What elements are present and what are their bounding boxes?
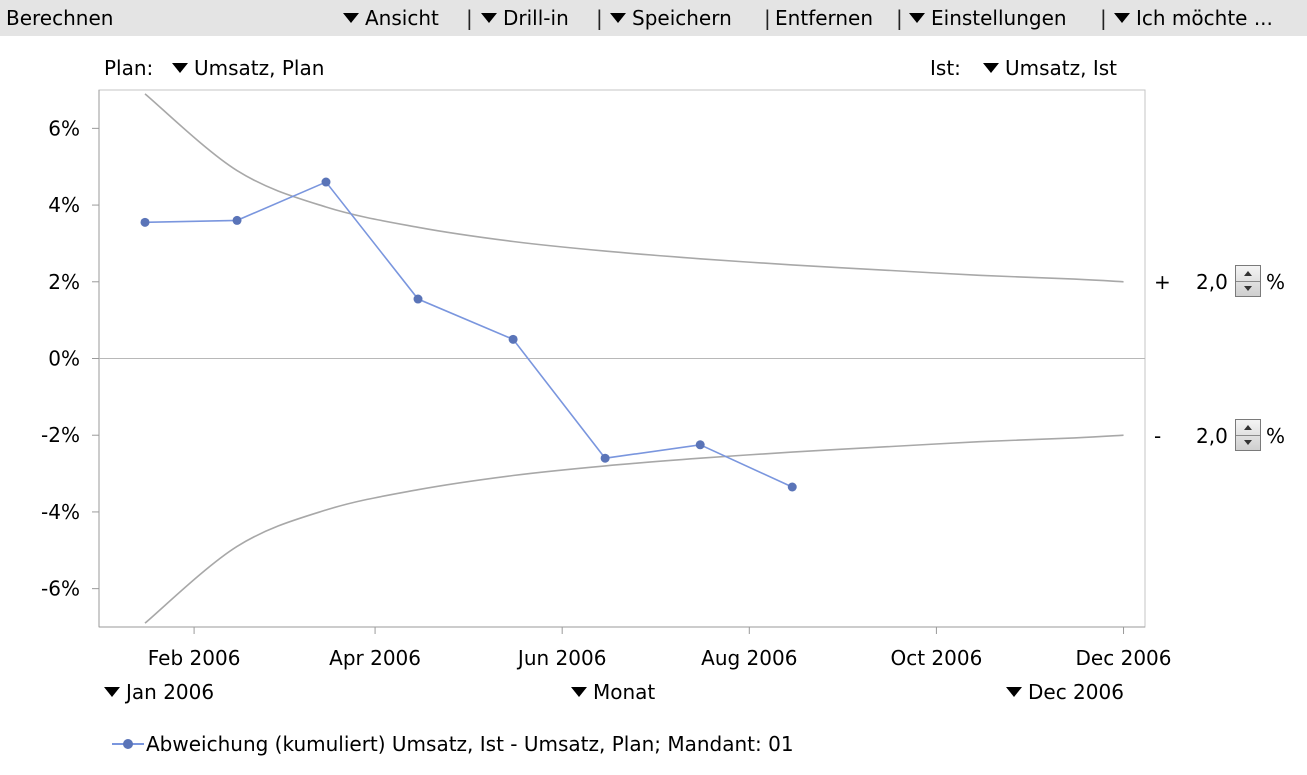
end-period-selector[interactable]: Dec 2006 [1006,680,1124,704]
series-point [695,440,705,450]
upper-tolerance-spinner[interactable] [1235,265,1261,297]
series-point [787,482,797,492]
dropdown-arrow-icon [172,62,188,73]
menu-speichern[interactable]: Speichern [610,6,732,30]
plan-label: Plan: [104,56,154,80]
series-line [144,181,793,488]
plan-selector[interactable]: Umsatz, Plan [172,56,324,80]
lower-tolerance-spinner[interactable] [1235,419,1261,451]
toolbar-separator: | [466,6,473,30]
dropdown-arrow-icon [610,12,626,23]
menu-entfernen[interactable]: Entfernen [775,6,874,30]
dropdown-arrow-icon [983,62,999,73]
lower-tolerance-value[interactable]: 2,0 [1196,424,1228,448]
toolbar-separator: | [1100,6,1107,30]
lower-tolerance-unit: % [1266,424,1286,448]
dropdown-arrow-icon [1006,686,1022,697]
y-tick-label: -4% [41,500,80,524]
toolbar-separator: | [596,6,603,30]
x-tick-label: Jun 2006 [516,646,607,670]
x-tick-label: Apr 2006 [329,646,421,670]
start-period-selector[interactable]: Jan 2006 [104,680,214,704]
series-point [232,215,242,225]
series-point [321,177,331,187]
x-tick-label: Aug 2006 [701,646,797,670]
y-tick-label: 0% [48,347,80,371]
menu-ansicht[interactable]: Ansicht [343,6,439,30]
y-tick-label: -6% [41,577,80,601]
dropdown-arrow-icon [343,12,359,23]
granularity-selector[interactable]: Monat [571,680,655,704]
toolbar: Berechnen Ansicht | Drill-in | Speichern… [0,0,1307,36]
y-tick-label: 2% [48,270,80,294]
spinner-up-icon[interactable] [1236,420,1260,436]
dropdown-arrow-icon [909,12,925,23]
series-point [508,334,518,344]
series-point [600,453,610,463]
y-tick-label: 4% [48,193,80,217]
series-point [413,294,423,304]
x-tick-label: Dec 2006 [1076,646,1172,670]
dropdown-arrow-icon [481,12,497,23]
spinner-down-icon[interactable] [1236,281,1260,296]
upper-tolerance-unit: % [1266,270,1286,294]
toolbar-separator: | [764,6,771,30]
upper-tolerance-curve [144,93,1124,283]
dropdown-arrow-icon [571,686,587,697]
ist-label: Ist: [930,56,961,80]
series-point [140,217,150,227]
x-tick-label: Feb 2006 [148,646,241,670]
spinner-down-icon[interactable] [1236,435,1260,450]
menu-drill-in[interactable]: Drill-in [481,6,569,30]
menu-einstellungen[interactable]: Einstellungen [909,6,1067,30]
toolbar-title: Berechnen [6,6,114,30]
y-tick-label: -2% [41,423,80,447]
legend-line-marker-icon [112,739,144,749]
dropdown-arrow-icon [1114,12,1130,23]
upper-tolerance-sign: + [1154,270,1171,294]
menu-ich-moechte[interactable]: Ich möchte ... [1114,6,1273,30]
upper-tolerance-value[interactable]: 2,0 [1196,270,1228,294]
ist-selector[interactable]: Umsatz, Ist [983,56,1117,80]
lower-tolerance-sign: - [1154,424,1162,448]
legend-series-label: Abweichung (kumuliert) Umsatz, Ist - Ums… [146,732,794,756]
dropdown-arrow-icon [104,686,120,697]
spinner-up-icon[interactable] [1236,266,1260,282]
y-tick-label: 6% [48,116,80,140]
toolbar-separator: | [896,6,903,30]
lower-tolerance-curve [144,434,1124,624]
x-tick-label: Oct 2006 [890,646,982,670]
